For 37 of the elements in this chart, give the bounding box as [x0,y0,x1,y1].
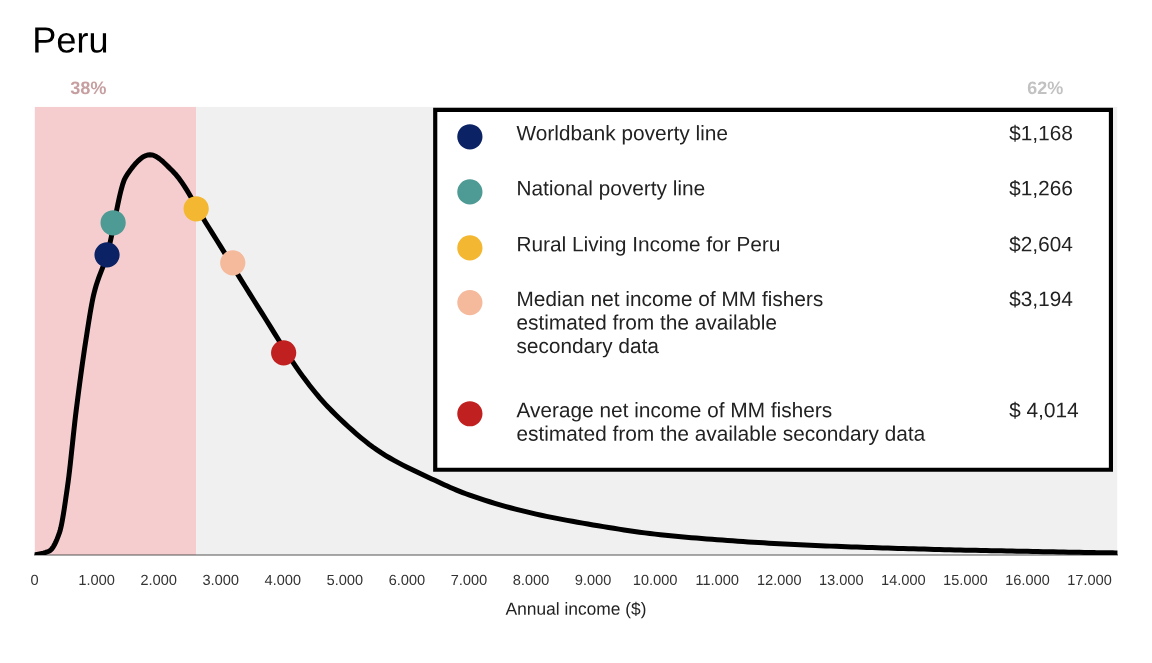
x-tick-label: 15.000 [944,574,988,586]
x-tick-label: 4.000 [264,574,301,586]
text: $1,168 [1009,124,1072,143]
x-tick-label: 3.000 [203,574,239,586]
point [183,196,209,222]
point [94,242,120,268]
legend-label: Median net income of MM fishers estimated from the available secondary data [517,290,823,358]
x-tick-label: 17.000 [1068,574,1112,586]
point [100,210,126,236]
x-tick-label: 7.000 [451,574,487,586]
x-tick-label: 8.000 [513,574,549,586]
x-tick-label: 0 [31,574,39,586]
annotation: $ 4,014 [1009,401,1079,420]
band-label: 38% [70,81,106,95]
x-tick-label: 11.000 [696,574,739,586]
annotation: $2,604 [1009,235,1073,255]
legend-label: Average net income of MM fishers estimated from the available secondary data [516,402,926,446]
x-tick-label: 13.000 [820,574,864,586]
x-tick-label: 6.000 [389,574,425,586]
point [220,250,246,276]
x-tick-label: 9.000 [575,574,611,586]
band-label: 62% [1027,81,1063,95]
legend-label: National poverty line [518,180,705,200]
annotation: $3,194 [1009,290,1073,309]
x-tick-label: 5.000 [327,574,363,586]
x-tick-label: 14.000 [882,574,926,586]
legend-label: Rural Living Income for Peru [518,236,780,256]
x-tick-label: 16.000 [1006,574,1050,586]
x-tick-label: 12.000 [758,574,801,586]
x-tick-label: 2.000 [141,574,177,586]
chart-title: Peru [35,27,107,53]
x-axis-title: Annual income ($) [505,601,646,619]
x-tick-label: 1.000 [79,574,115,586]
legend-label: Worldbank poverty line [516,125,728,145]
x-tick-label: 10.000 [633,574,677,586]
annotation: $1,266 [1009,179,1072,199]
point [271,340,297,366]
